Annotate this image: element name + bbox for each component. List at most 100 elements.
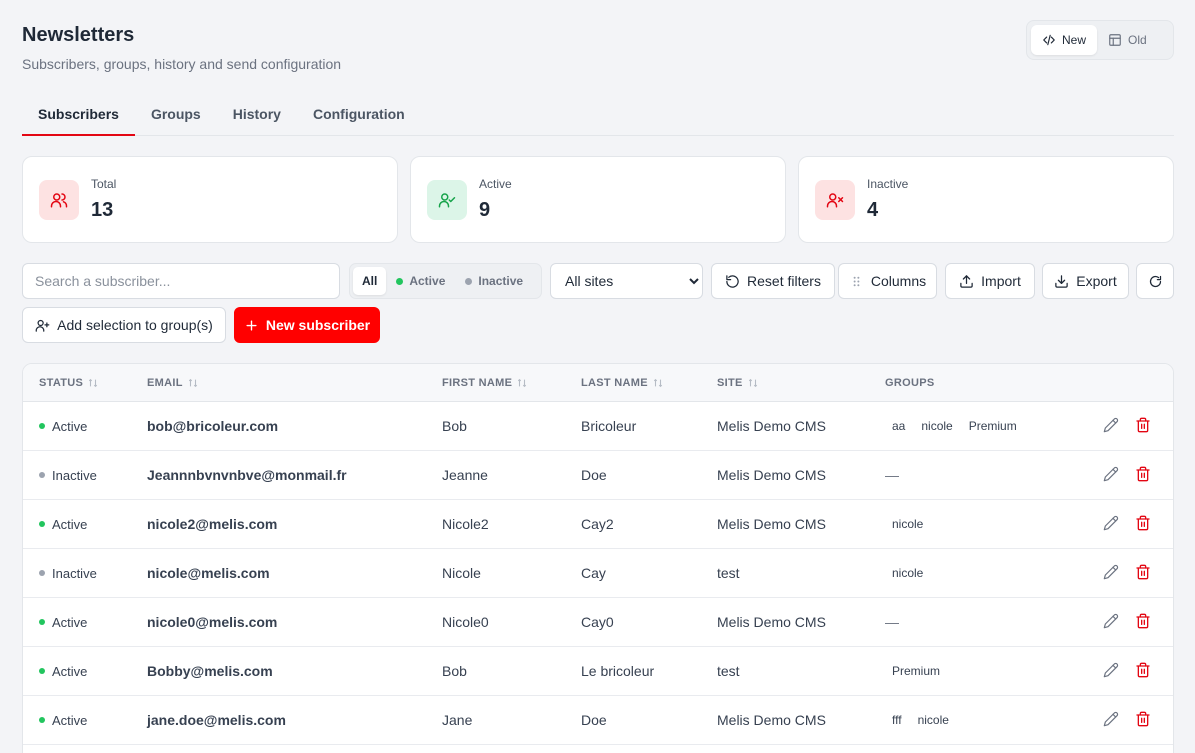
site-cell: Melis Demo CMS xyxy=(717,418,826,434)
tab-subscribers[interactable]: Subscribers xyxy=(22,96,135,136)
page-title: Newsletters xyxy=(22,24,135,46)
tab-groups[interactable]: Groups xyxy=(150,106,201,122)
edit-button[interactable] xyxy=(1103,662,1121,680)
group-chip: nicole xyxy=(910,711,956,729)
stat-label: Total xyxy=(91,177,117,191)
column-header-status[interactable]: STATUS xyxy=(39,364,98,402)
email-cell: nicole@melis.com xyxy=(147,565,270,581)
add-to-group-label: Add selection to group(s) xyxy=(57,317,213,333)
delete-button[interactable] xyxy=(1135,613,1153,631)
new-version-button[interactable]: New xyxy=(1031,25,1098,55)
user-plus-icon xyxy=(35,319,50,332)
edit-button[interactable] xyxy=(1103,515,1121,533)
status-dot-icon xyxy=(39,423,45,429)
status-cell: Active xyxy=(39,598,87,646)
sort-icon xyxy=(653,378,663,388)
edit-button[interactable] xyxy=(1103,466,1121,484)
table-row[interactable]: Active bob@bricoleur.com Bob Bricoleur M… xyxy=(23,402,1173,451)
table-row[interactable]: Inactive nicole@melis.com Nicole Cay tes… xyxy=(23,549,1173,598)
last-name-cell: Bricoleur xyxy=(581,418,637,434)
reset-filters-button[interactable]: Reset filters xyxy=(711,263,835,299)
groups-cell: nicole xyxy=(885,500,932,548)
page-subtitle: Subscribers, groups, history and send co… xyxy=(22,56,342,72)
refresh-button[interactable] xyxy=(1136,263,1174,299)
layout-icon xyxy=(1109,34,1121,46)
edit-button[interactable] xyxy=(1103,417,1121,435)
old-version-button[interactable]: Old xyxy=(1097,25,1158,55)
export-label: Export xyxy=(1076,273,1117,289)
new-subscriber-button[interactable]: New subscriber xyxy=(234,307,380,343)
site-cell: Melis Demo CMS xyxy=(717,712,826,728)
site-cell: Melis Demo CMS xyxy=(717,516,826,532)
inactive-dot-icon xyxy=(465,277,473,285)
column-header-site[interactable]: SITE xyxy=(717,364,758,402)
pencil-icon xyxy=(1103,613,1119,629)
status-filter: All Active Inactive xyxy=(349,263,542,299)
pencil-icon xyxy=(1103,466,1119,482)
stat-card-inactive: Inactive 4 xyxy=(798,156,1174,243)
status-filter-label: Active xyxy=(409,274,446,288)
column-header-last-name[interactable]: LAST NAME xyxy=(581,364,663,402)
export-button[interactable]: Export xyxy=(1042,263,1129,299)
first-name-cell: Jeanne xyxy=(442,467,488,483)
new-subscriber-label: New subscriber xyxy=(265,317,371,333)
stat-value: 9 xyxy=(479,199,491,221)
status-filter-label: Inactive xyxy=(478,274,524,288)
subscribers-table: STATUS EMAIL FIRST NAME LAST NAME SITE G… xyxy=(22,363,1174,753)
column-header-groups: GROUPS xyxy=(885,364,934,402)
email-cell: jane.doe@melis.com xyxy=(147,712,286,728)
groups-cell: aa nicole Premium xyxy=(885,402,1026,450)
edit-button[interactable] xyxy=(1103,613,1121,631)
column-header-first-name[interactable]: FIRST NAME xyxy=(442,364,527,402)
table-row[interactable]: Active Bobby@melis.com Bob Le bricoleur … xyxy=(23,647,1173,696)
edit-button[interactable] xyxy=(1103,564,1121,582)
status-filter-inactive[interactable]: Inactive xyxy=(455,267,533,295)
columns-button[interactable]: Columns xyxy=(838,263,937,299)
trash-icon xyxy=(1136,711,1150,727)
last-name-cell: Le bricoleur xyxy=(581,663,655,679)
tab-history[interactable]: History xyxy=(232,106,281,122)
site-select[interactable]: All sites xyxy=(550,263,703,299)
status-cell: Active xyxy=(39,696,87,744)
delete-button[interactable] xyxy=(1135,417,1153,435)
page-header: Newsletters Subscribers, groups, history… xyxy=(22,24,341,72)
delete-button[interactable] xyxy=(1135,711,1153,729)
first-name-cell: Jane xyxy=(442,712,473,728)
old-version-label: Old xyxy=(1128,33,1147,47)
email-cell: bob@bricoleur.com xyxy=(147,418,279,434)
table-row[interactable]: Active jane.doe@melis.com Jane Doe Melis… xyxy=(23,696,1173,745)
pencil-icon xyxy=(1103,711,1119,727)
delete-button[interactable] xyxy=(1135,466,1153,484)
status-filter-active[interactable]: Active xyxy=(386,267,455,295)
site-cell: Melis Demo CMS xyxy=(717,614,826,630)
groups-cell: fff nicole xyxy=(885,696,958,744)
status-cell: Active xyxy=(39,500,87,548)
table-row[interactable]: Active nicole2@melis.com Nicole2 Cay2 Me… xyxy=(23,500,1173,549)
edit-button[interactable] xyxy=(1103,711,1121,729)
status-cell: Active xyxy=(39,647,87,695)
import-button[interactable]: Import xyxy=(945,263,1035,299)
delete-button[interactable] xyxy=(1135,564,1153,582)
group-chip: nicole xyxy=(885,564,931,582)
status-cell: Inactive xyxy=(39,451,97,499)
status-text: Inactive xyxy=(52,467,97,483)
delete-button[interactable] xyxy=(1135,662,1153,680)
column-header-email[interactable]: EMAIL xyxy=(147,364,198,402)
search-input[interactable] xyxy=(22,263,340,299)
status-text: Inactive xyxy=(52,565,97,581)
sort-icon xyxy=(188,378,197,388)
status-filter-all[interactable]: All xyxy=(353,267,387,295)
delete-button[interactable] xyxy=(1135,515,1153,533)
status-dot-icon xyxy=(39,619,45,625)
site-cell: Melis Demo CMS xyxy=(717,467,826,483)
first-name-cell: Nicole0 xyxy=(442,614,489,630)
status-dot-icon xyxy=(39,472,45,478)
add-to-group-button[interactable]: Add selection to group(s) xyxy=(22,307,226,343)
tab-configuration[interactable]: Configuration xyxy=(312,106,405,122)
table-row[interactable]: Inactive Jeannnbvnvnbve@monmail.fr Jeann… xyxy=(23,451,1173,500)
active-dot-icon xyxy=(396,277,404,285)
column-header-label: SITE xyxy=(717,377,743,389)
table-row[interactable]: Active nicole0@melis.com Nicole0 Cay0 Me… xyxy=(23,598,1173,647)
status-text: Active xyxy=(52,614,88,630)
last-name-cell: Doe xyxy=(581,467,607,483)
